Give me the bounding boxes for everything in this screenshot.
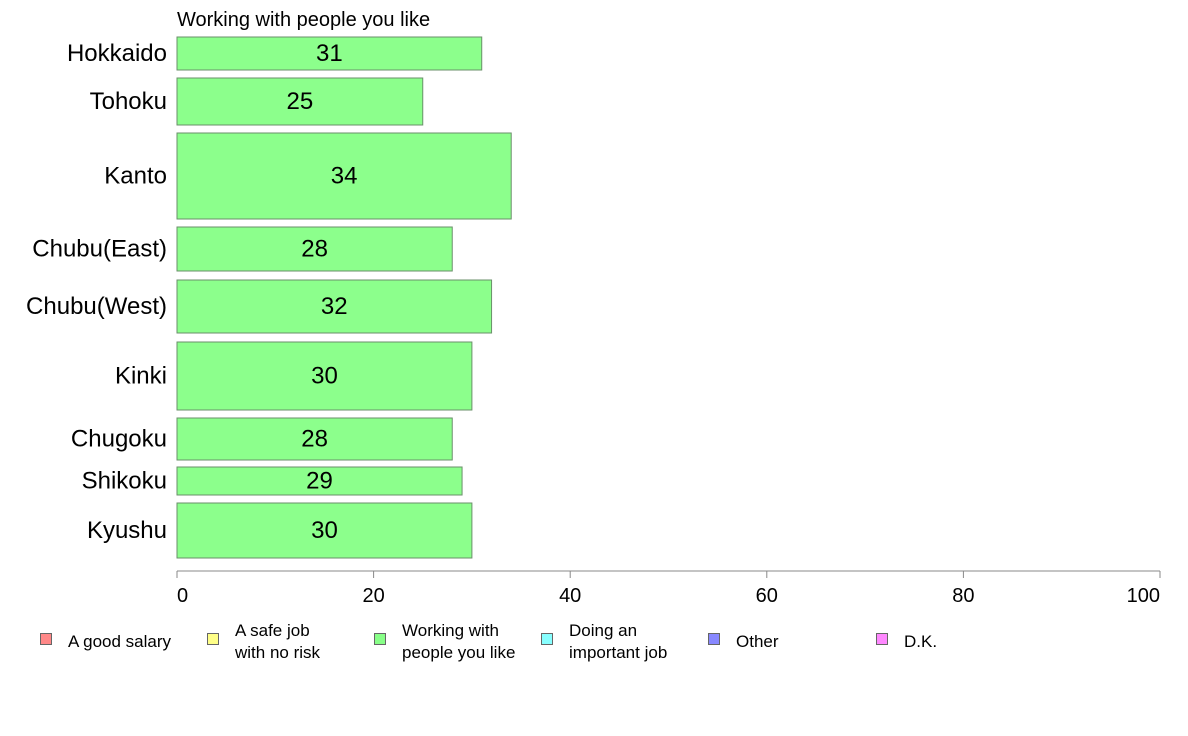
legend-label-good-salary: A good salary (68, 632, 172, 651)
x-tick-label-40: 40 (559, 585, 581, 607)
legend-item-dk: D.K. (876, 620, 937, 664)
category-label-chubu-west: Chubu(West) (26, 293, 167, 320)
bars-layer: Hokkaido 31 Tohoku 25 Kanto 34 Chubu(East) 28 Ch… (26, 36, 512, 559)
data-label-kyushu: 30 (311, 517, 338, 544)
legend-swatch-safe-job (207, 633, 219, 645)
legend-item-important-job: Doing an important job (541, 620, 667, 664)
bar-kinki (176, 341, 473, 411)
x-axis: 0 20 40 60 80 100 (176, 570, 1161, 607)
legend-swatch-important-job (541, 633, 553, 645)
legend-item-other: Other (708, 620, 779, 664)
category-label-chubu-east: Chubu(East) (32, 236, 167, 263)
legend-item-working-with-people: Working with people you like (374, 620, 515, 664)
category-label-kanto: Kanto (104, 163, 167, 190)
legend-label-safe-job: A safe job with no risk (235, 621, 321, 662)
bar-hokkaido (176, 36, 483, 71)
data-label-kinki: 30 (311, 363, 338, 390)
category-label-hokkaido: Hokkaido (67, 40, 167, 67)
data-label-chubu-west: 32 (321, 293, 348, 320)
bar-tohoku (176, 77, 424, 126)
bar-chubu-west (176, 279, 493, 334)
bar-chubu-east (176, 226, 453, 272)
chart-title: Working with people you like (177, 9, 430, 31)
legend-label-dk: D.K. (904, 632, 938, 651)
data-label-chubu-east: 28 (301, 236, 328, 263)
legend: A good salary A safe job with no risk Wo… (0, 620, 1188, 680)
x-tick-label-20: 20 (362, 585, 384, 607)
legend-swatch-good-salary (40, 633, 52, 645)
bar-shikoku (176, 466, 463, 496)
legend-swatch-working-with-people (374, 633, 386, 645)
data-label-hokkaido: 31 (316, 40, 343, 67)
bar-kyushu (176, 502, 473, 559)
data-label-tohoku: 25 (287, 88, 314, 115)
data-label-kanto: 34 (331, 163, 358, 190)
category-label-kinki: Kinki (115, 363, 167, 390)
bar-chart: Working with people you like Hokkaido 31 T… (26, 9, 1161, 607)
data-label-chugoku: 28 (301, 426, 328, 453)
category-label-chugoku: Chugoku (71, 426, 167, 453)
x-tick-label-100: 100 (1127, 585, 1160, 607)
data-label-shikoku: 29 (306, 468, 333, 495)
legend-label-working-with-people: Working with people you like (402, 621, 516, 662)
category-label-shikoku: Shikoku (82, 468, 167, 495)
x-tick-label-60: 60 (756, 585, 778, 607)
x-tick-label-80: 80 (952, 585, 974, 607)
legend-item-safe-job: A safe job with no risk (207, 620, 320, 664)
bar-kanto (176, 132, 512, 220)
legend-item-good-salary: A good salary (40, 620, 171, 664)
category-label-kyushu: Kyushu (87, 517, 167, 544)
legend-swatch-dk (876, 633, 888, 645)
legend-swatch-other (708, 633, 720, 645)
x-tick-label-0: 0 (177, 585, 188, 607)
legend-label-important-job: Doing an important job (569, 621, 668, 662)
legend-label-other: Other (736, 632, 779, 651)
bar-chugoku (176, 417, 453, 461)
category-label-tohoku: Tohoku (90, 88, 167, 115)
